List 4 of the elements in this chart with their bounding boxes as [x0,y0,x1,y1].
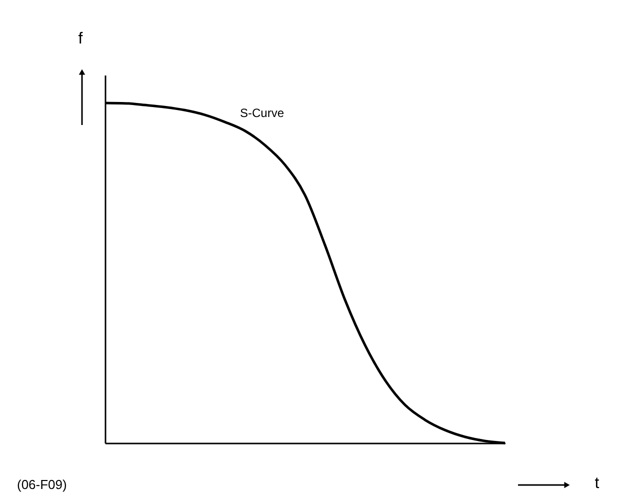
y-axis-title: f [78,30,84,48]
series-label: S-Curve [240,106,284,120]
text: t [594,475,600,492]
text: (06-F09) [17,477,67,492]
